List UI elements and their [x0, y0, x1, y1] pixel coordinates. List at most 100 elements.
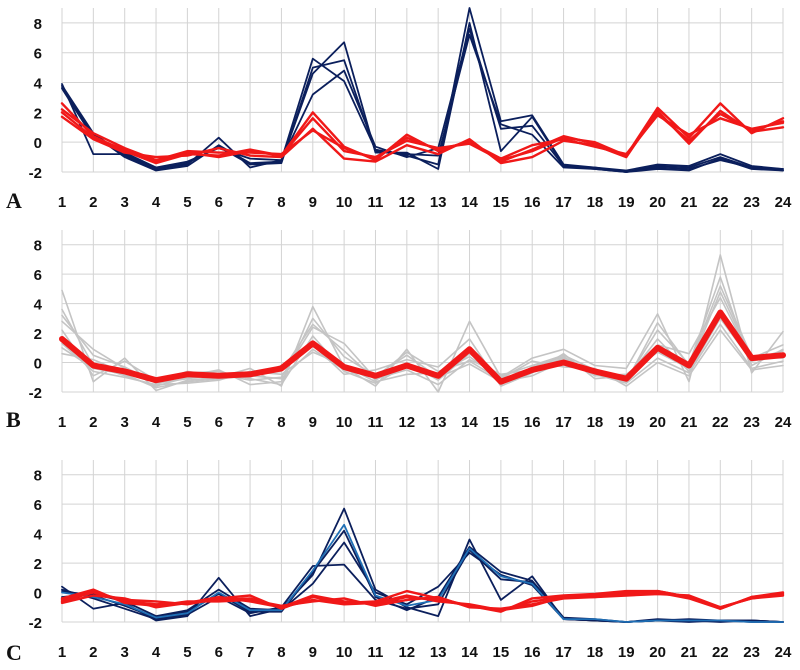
x-tick-label: 20 [649, 644, 666, 661]
series-line-blue [61, 523, 784, 623]
series-line-navy [61, 529, 784, 623]
x-tick-label: 10 [336, 414, 353, 431]
x-tick-label: 23 [743, 644, 760, 661]
x-tick-label: 9 [309, 194, 317, 211]
y-tick-label: 0 [34, 356, 42, 373]
series-line-navy [61, 541, 784, 623]
x-tick-label: 20 [649, 414, 666, 431]
x-tick-label: 19 [618, 414, 635, 431]
x-tick-label: 7 [246, 644, 254, 661]
x-tick-label: 11 [368, 194, 384, 211]
x-tick-label: 11 [368, 414, 384, 431]
panel-label: C [6, 640, 22, 665]
panel-label: B [6, 407, 21, 432]
x-tick-label: 21 [681, 644, 698, 661]
series-line-navy [61, 21, 784, 173]
y-tick-label: -2 [29, 165, 42, 182]
x-tick-label: 8 [277, 414, 285, 431]
x-tick-label: 24 [775, 194, 792, 211]
x-tick-label: 12 [398, 414, 415, 431]
series-line-navy [61, 27, 784, 173]
x-tick-label: 4 [152, 644, 161, 661]
x-tick-label: 3 [121, 414, 129, 431]
x-tick-label: 14 [461, 194, 478, 211]
x-tick-label: 7 [246, 194, 254, 211]
x-tick-label: 23 [743, 194, 760, 211]
y-tick-label: 4 [34, 527, 43, 544]
y-tick-label: 0 [34, 135, 42, 152]
x-tick-label: 16 [524, 414, 541, 431]
x-tick-label: 6 [215, 414, 223, 431]
x-tick-label: 17 [555, 644, 572, 661]
x-tick-label: 21 [681, 414, 698, 431]
x-tick-label: 3 [121, 644, 129, 661]
y-tick-label: 8 [34, 238, 42, 255]
x-tick-label: 24 [775, 414, 792, 431]
x-tick-label: 22 [712, 194, 729, 211]
x-tick-label: 22 [712, 414, 729, 431]
x-tick-label: 2 [89, 414, 97, 431]
x-tick-label: 2 [89, 644, 97, 661]
x-tick-label: 19 [618, 194, 635, 211]
x-tick-label: 21 [681, 194, 698, 211]
x-tick-label: 13 [430, 414, 447, 431]
x-tick-label: 5 [183, 414, 191, 431]
y-tick-label: 8 [34, 16, 42, 33]
x-tick-label: 2 [89, 194, 97, 211]
y-tick-label: 2 [34, 105, 42, 122]
y-tick-label: -2 [29, 615, 42, 632]
y-tick-label: 4 [34, 297, 43, 314]
x-tick-label: 3 [121, 194, 129, 211]
x-tick-label: 15 [493, 644, 510, 661]
x-tick-label: 24 [775, 644, 792, 661]
x-tick-label: 18 [587, 414, 604, 431]
series-line-gray [61, 323, 784, 389]
x-tick-label: 5 [183, 194, 191, 211]
y-tick-label: 8 [34, 468, 42, 485]
x-tick-label: 18 [587, 644, 604, 661]
x-tick-label: 9 [309, 644, 317, 661]
series-line-gray [61, 276, 784, 385]
x-tick-label: 1 [58, 414, 66, 431]
x-tick-label: 10 [336, 194, 353, 211]
series-line-navy [61, 507, 784, 623]
series-line-red-mean [59, 309, 786, 385]
panel-label: A [6, 188, 22, 213]
x-tick-label: 12 [398, 644, 415, 661]
y-tick-label: 6 [34, 46, 42, 63]
x-tick-label: 11 [368, 644, 384, 661]
x-tick-label: 8 [277, 194, 285, 211]
x-tick-label: 16 [524, 644, 541, 661]
x-tick-label: 18 [587, 194, 604, 211]
x-tick-label: 1 [58, 194, 66, 211]
y-tick-label: 2 [34, 326, 42, 343]
x-tick-label: 13 [430, 644, 447, 661]
y-tick-label: -2 [29, 385, 42, 402]
x-tick-label: 14 [461, 414, 478, 431]
x-tick-label: 13 [430, 194, 447, 211]
x-tick-label: 10 [336, 644, 353, 661]
x-tick-label: 4 [152, 194, 161, 211]
x-tick-label: 17 [555, 414, 572, 431]
x-tick-label: 15 [493, 414, 510, 431]
x-tick-label: 23 [743, 414, 760, 431]
x-tick-label: 22 [712, 644, 729, 661]
x-tick-label: 7 [246, 414, 254, 431]
y-tick-label: 6 [34, 267, 42, 284]
series-line-navy [61, 33, 784, 173]
series-line-red [60, 111, 785, 163]
x-tick-label: 8 [277, 644, 285, 661]
x-tick-label: 1 [58, 644, 66, 661]
x-tick-label: 4 [152, 414, 161, 431]
x-tick-label: 17 [555, 194, 572, 211]
x-tick-label: 15 [493, 194, 510, 211]
x-tick-label: 16 [524, 194, 541, 211]
y-tick-label: 6 [34, 497, 42, 514]
x-tick-label: 6 [215, 194, 223, 211]
x-tick-label: 14 [461, 644, 478, 661]
series-line-navy [61, 7, 784, 172]
x-tick-label: 9 [309, 414, 317, 431]
